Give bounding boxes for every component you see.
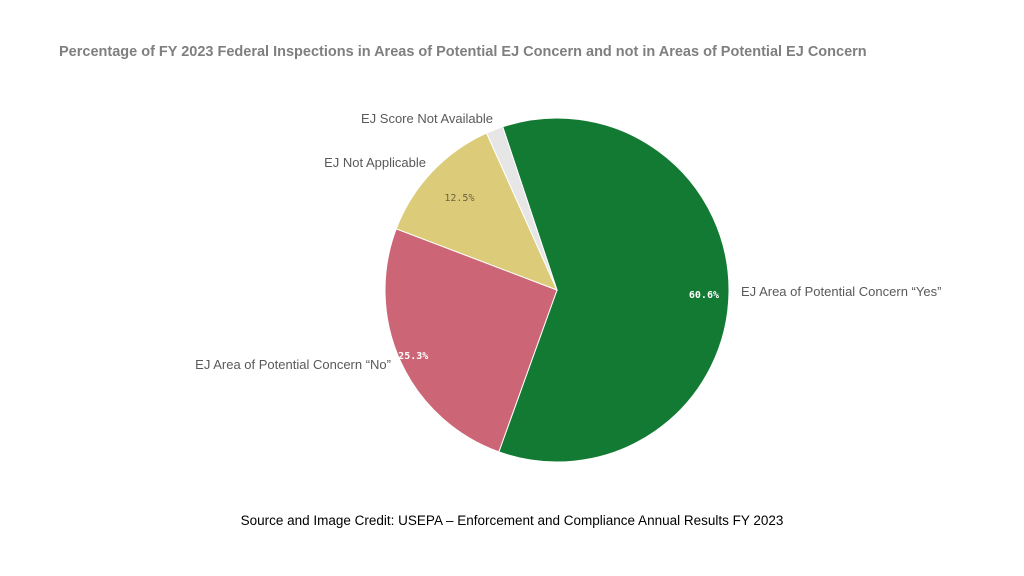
data-label: 25.3% [398, 351, 428, 362]
slice-name-label: EJ Not Applicable [324, 155, 426, 170]
data-label: 12.5% [444, 193, 474, 204]
slice-name-label: EJ Area of Potential Concern “Yes” [741, 284, 941, 299]
pie-slice [395, 132, 558, 291]
chart-title: Percentage of FY 2023 Federal Inspection… [59, 44, 867, 60]
source-credit: Source and Image Credit: USEPA – Enforce… [240, 513, 784, 528]
slice-name-label: EJ Score Not Available [361, 111, 493, 126]
pie-slice [384, 228, 558, 453]
slice-name-label: EJ Area of Potential Concern “No” [195, 357, 391, 372]
data-label: 60.6% [689, 290, 719, 301]
pie-slice [485, 126, 558, 291]
pie-slice [498, 117, 730, 463]
